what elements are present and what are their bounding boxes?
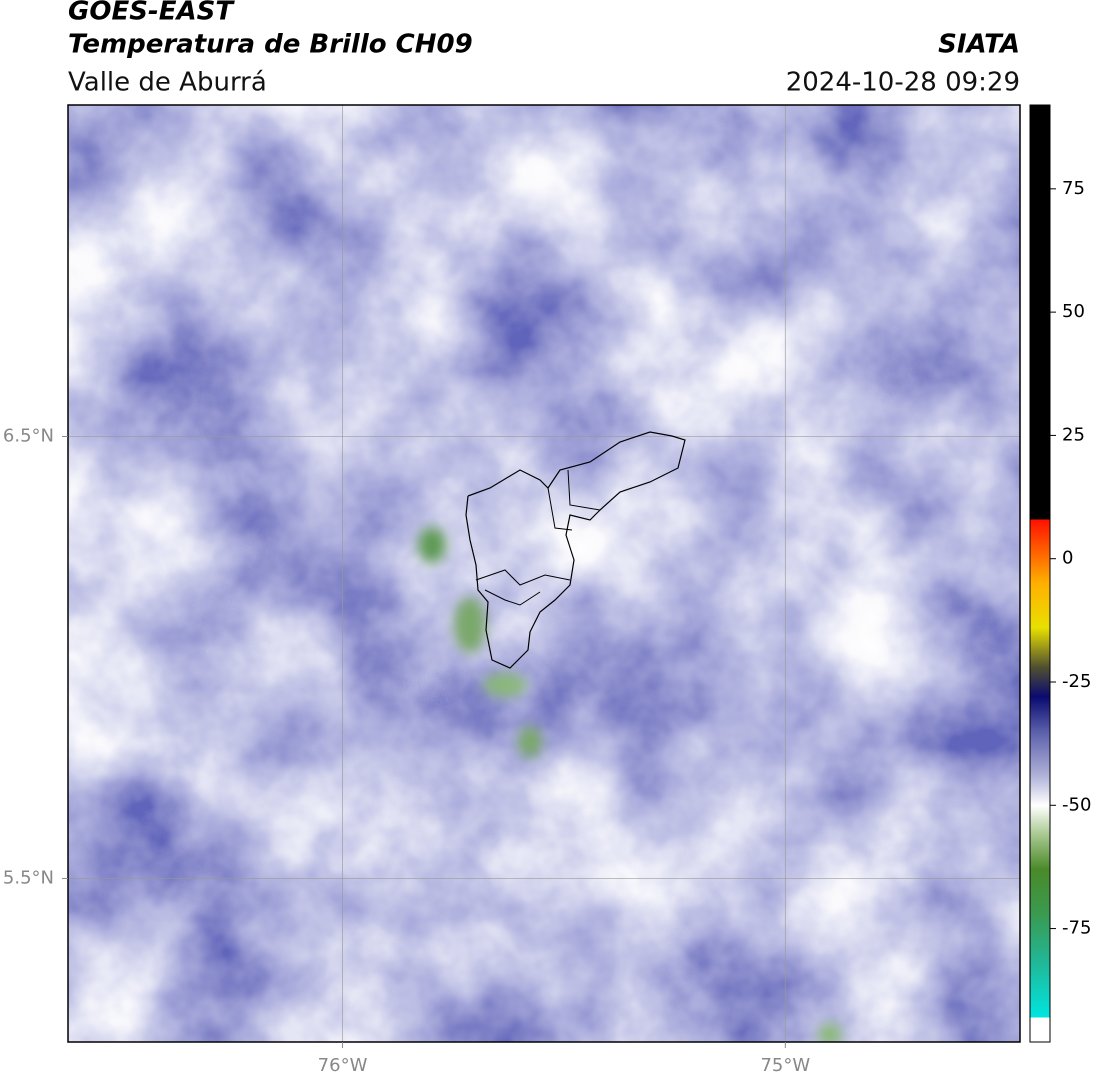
grid bbox=[68, 105, 1020, 1042]
colorbar-tick-label: 0 bbox=[1062, 548, 1073, 569]
colorbar-scale bbox=[1029, 104, 1051, 1043]
region: Valle de Aburrá bbox=[68, 68, 267, 98]
subtitle: Temperatura de Brillo CH09 bbox=[68, 30, 473, 60]
x-tick-label: 75°W bbox=[760, 1055, 810, 1076]
timestamp: 2024-10-28 09:29 bbox=[786, 68, 1020, 98]
colorbar-tick-label: -75 bbox=[1062, 918, 1091, 939]
colorbar-tick-label: 75 bbox=[1062, 178, 1085, 199]
municipal-lines bbox=[567, 469, 601, 511]
cold-tops bbox=[418, 527, 842, 1042]
colorbar-tick-label: 25 bbox=[1062, 424, 1085, 445]
municipal-lines bbox=[475, 569, 571, 586]
source: SIATA bbox=[938, 30, 1020, 60]
municipal-lines bbox=[547, 487, 573, 531]
x-tick-label: 76°W bbox=[318, 1055, 368, 1076]
colorbar: 75 50 25 0 -25 -50 -75 bbox=[1029, 104, 1091, 1043]
map-field bbox=[68, 105, 1020, 1042]
map-frame bbox=[67, 104, 1021, 1043]
municipal-lines bbox=[484, 589, 541, 606]
colorbar-tick-label: -25 bbox=[1062, 671, 1091, 692]
valley-boundary bbox=[465, 431, 686, 669]
brightness-field bbox=[68, 105, 1020, 1042]
title: GOES-EAST bbox=[68, 0, 235, 27]
y-tick-label: 5.5°N bbox=[3, 867, 54, 888]
colorbar-tick-label: 50 bbox=[1062, 301, 1085, 322]
y-tick-label: 6.5°N bbox=[3, 425, 54, 446]
colorbar-tick-label: -50 bbox=[1062, 794, 1091, 815]
